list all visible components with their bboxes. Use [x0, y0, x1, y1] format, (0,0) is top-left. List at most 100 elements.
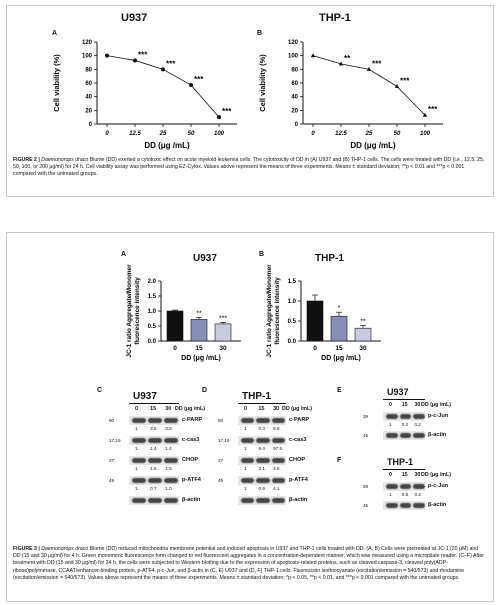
y-tick-label: 0.5	[288, 319, 297, 325]
band-quantification: 1	[389, 492, 392, 497]
blot-strip	[129, 496, 179, 505]
protein-label: c-cas3	[182, 437, 200, 443]
blot-strip	[238, 416, 286, 425]
data-point	[105, 53, 109, 58]
protein-band	[399, 414, 412, 419]
figure-3-caption: FIGURE 3 | Daemonorops draco Blume (DD) …	[13, 546, 487, 582]
protein-band	[386, 433, 398, 438]
figure-3-caption-species: Daemonorops draco	[41, 546, 89, 552]
y-axis-label-line1: JC-1 ratio Aggregate/Monomer	[266, 264, 273, 358]
protein-label: c-PARP	[182, 417, 203, 423]
protein-band	[241, 478, 255, 483]
y-tick-label: 20	[291, 108, 298, 114]
fig3-panel-b-title: THP-1	[315, 253, 344, 264]
y-tick-label: 40	[85, 95, 92, 101]
significance-label: **	[360, 318, 366, 325]
protein-band	[271, 458, 286, 463]
protein-band	[256, 438, 270, 443]
y-tick-label: 120	[82, 40, 93, 46]
protein-band	[132, 418, 146, 423]
protein-label: p-c-Jun	[428, 483, 449, 489]
y-tick-label: 2.0	[148, 279, 157, 285]
protein-label: CHOP	[182, 457, 199, 463]
band-quantification: 97.5	[273, 446, 283, 451]
figure-3-panel: A U937 0.0 0.5 1.0 1.5 2.0 0 ** 15 *** 30 DD (μg /…	[6, 232, 494, 602]
band-quantification: 1	[135, 486, 138, 491]
band-quantification: 0.9	[258, 486, 265, 491]
protein-band	[256, 498, 270, 503]
concentration-unit: DD (μg /mL)	[421, 402, 452, 408]
protein-band	[132, 438, 146, 443]
band-quantification: 3.3	[165, 426, 172, 431]
significance-label: **	[344, 54, 351, 63]
protein-band	[241, 498, 255, 503]
y-tick-label: 40	[291, 95, 298, 101]
protein-label: c-PARP	[289, 417, 310, 423]
fig3-panel-d-blot: D THP-1 0 15 30 DD (μg /mL) 80 c-PARP 1 0.3 6.9 17,…	[202, 387, 342, 537]
panel-letter: F	[337, 457, 342, 464]
y-tick-label: 120	[288, 40, 299, 46]
protein-band	[164, 418, 179, 423]
title-rule	[383, 469, 425, 470]
blot-strip	[238, 436, 286, 445]
kda-marker: 80	[109, 418, 115, 423]
band-quantification: 4.9	[273, 466, 280, 471]
data-point	[366, 66, 372, 71]
protein-band	[271, 498, 286, 503]
panel-b-letter: B	[257, 30, 263, 37]
protein-band	[164, 478, 179, 483]
x-tick-label: 30	[219, 345, 227, 352]
protein-band	[256, 458, 270, 463]
band-quantification: 0.8	[401, 492, 409, 497]
y-tick-label: 0.0	[148, 339, 157, 345]
panel-title: U937	[133, 391, 157, 402]
band-quantification: 0.7	[150, 486, 157, 491]
y-tick-label: 100	[288, 54, 299, 60]
lane-label: 30	[414, 472, 421, 478]
fig3-panel-a-letter: A	[121, 251, 127, 258]
protein-label: p-c-Jun	[428, 413, 449, 419]
protein-band	[413, 503, 425, 508]
fig3-panel-a-chart: 0.0 0.5 1.0 1.5 2.0 0 ** 15 *** 30 DD (μg /mL) JC-1…	[126, 264, 241, 362]
kda-marker: 27	[218, 458, 224, 463]
kda-marker: 17,19	[109, 438, 121, 443]
x-tick-label: 30	[359, 345, 367, 352]
blot-strip	[129, 436, 179, 445]
band-quantification: 4.1	[273, 486, 280, 491]
x-tick-label: 50	[394, 131, 401, 137]
x-tick-label: 100	[420, 131, 431, 137]
y-tick-label: 20	[85, 108, 92, 114]
blot-strip	[383, 501, 425, 510]
protein-band	[386, 484, 398, 489]
y-tick-label: 1.0	[148, 309, 157, 315]
lane-label: 15	[258, 406, 265, 412]
protein-band	[413, 484, 425, 489]
x-tick-label: 0	[313, 345, 317, 352]
significance-label: ***	[428, 105, 438, 114]
panel-a-title: U937	[121, 12, 148, 24]
lane-label: 0	[135, 406, 138, 412]
lane-label: 0	[389, 402, 392, 408]
band-quantification: 0.2	[414, 422, 421, 427]
band-quantification: 9.4	[258, 446, 265, 451]
y-axis-label: Cell viability (%)	[258, 54, 267, 112]
significance-label: ***	[222, 107, 232, 116]
figure-2-caption-lead: FIGURE 2 |	[13, 157, 42, 163]
protein-band	[271, 438, 286, 443]
y-tick-label: 0.0	[288, 339, 297, 345]
blot-strip	[238, 496, 286, 505]
lane-label: 30	[414, 402, 421, 408]
blot-strip	[238, 456, 286, 465]
x-tick-label: 0	[311, 131, 315, 137]
x-tick-label: 25	[365, 131, 373, 137]
bar	[306, 300, 324, 342]
x-tick-label: 12.5	[335, 131, 347, 137]
band-quantification: 1.5	[150, 466, 157, 471]
y-tick-label: 1.5	[148, 294, 157, 300]
kda-marker: 39	[363, 484, 369, 489]
band-quantification: 1.4	[150, 446, 157, 451]
blot-strip	[129, 416, 179, 425]
title-rule	[383, 399, 425, 400]
protein-band	[399, 484, 412, 489]
significance-label: ***	[372, 59, 382, 68]
